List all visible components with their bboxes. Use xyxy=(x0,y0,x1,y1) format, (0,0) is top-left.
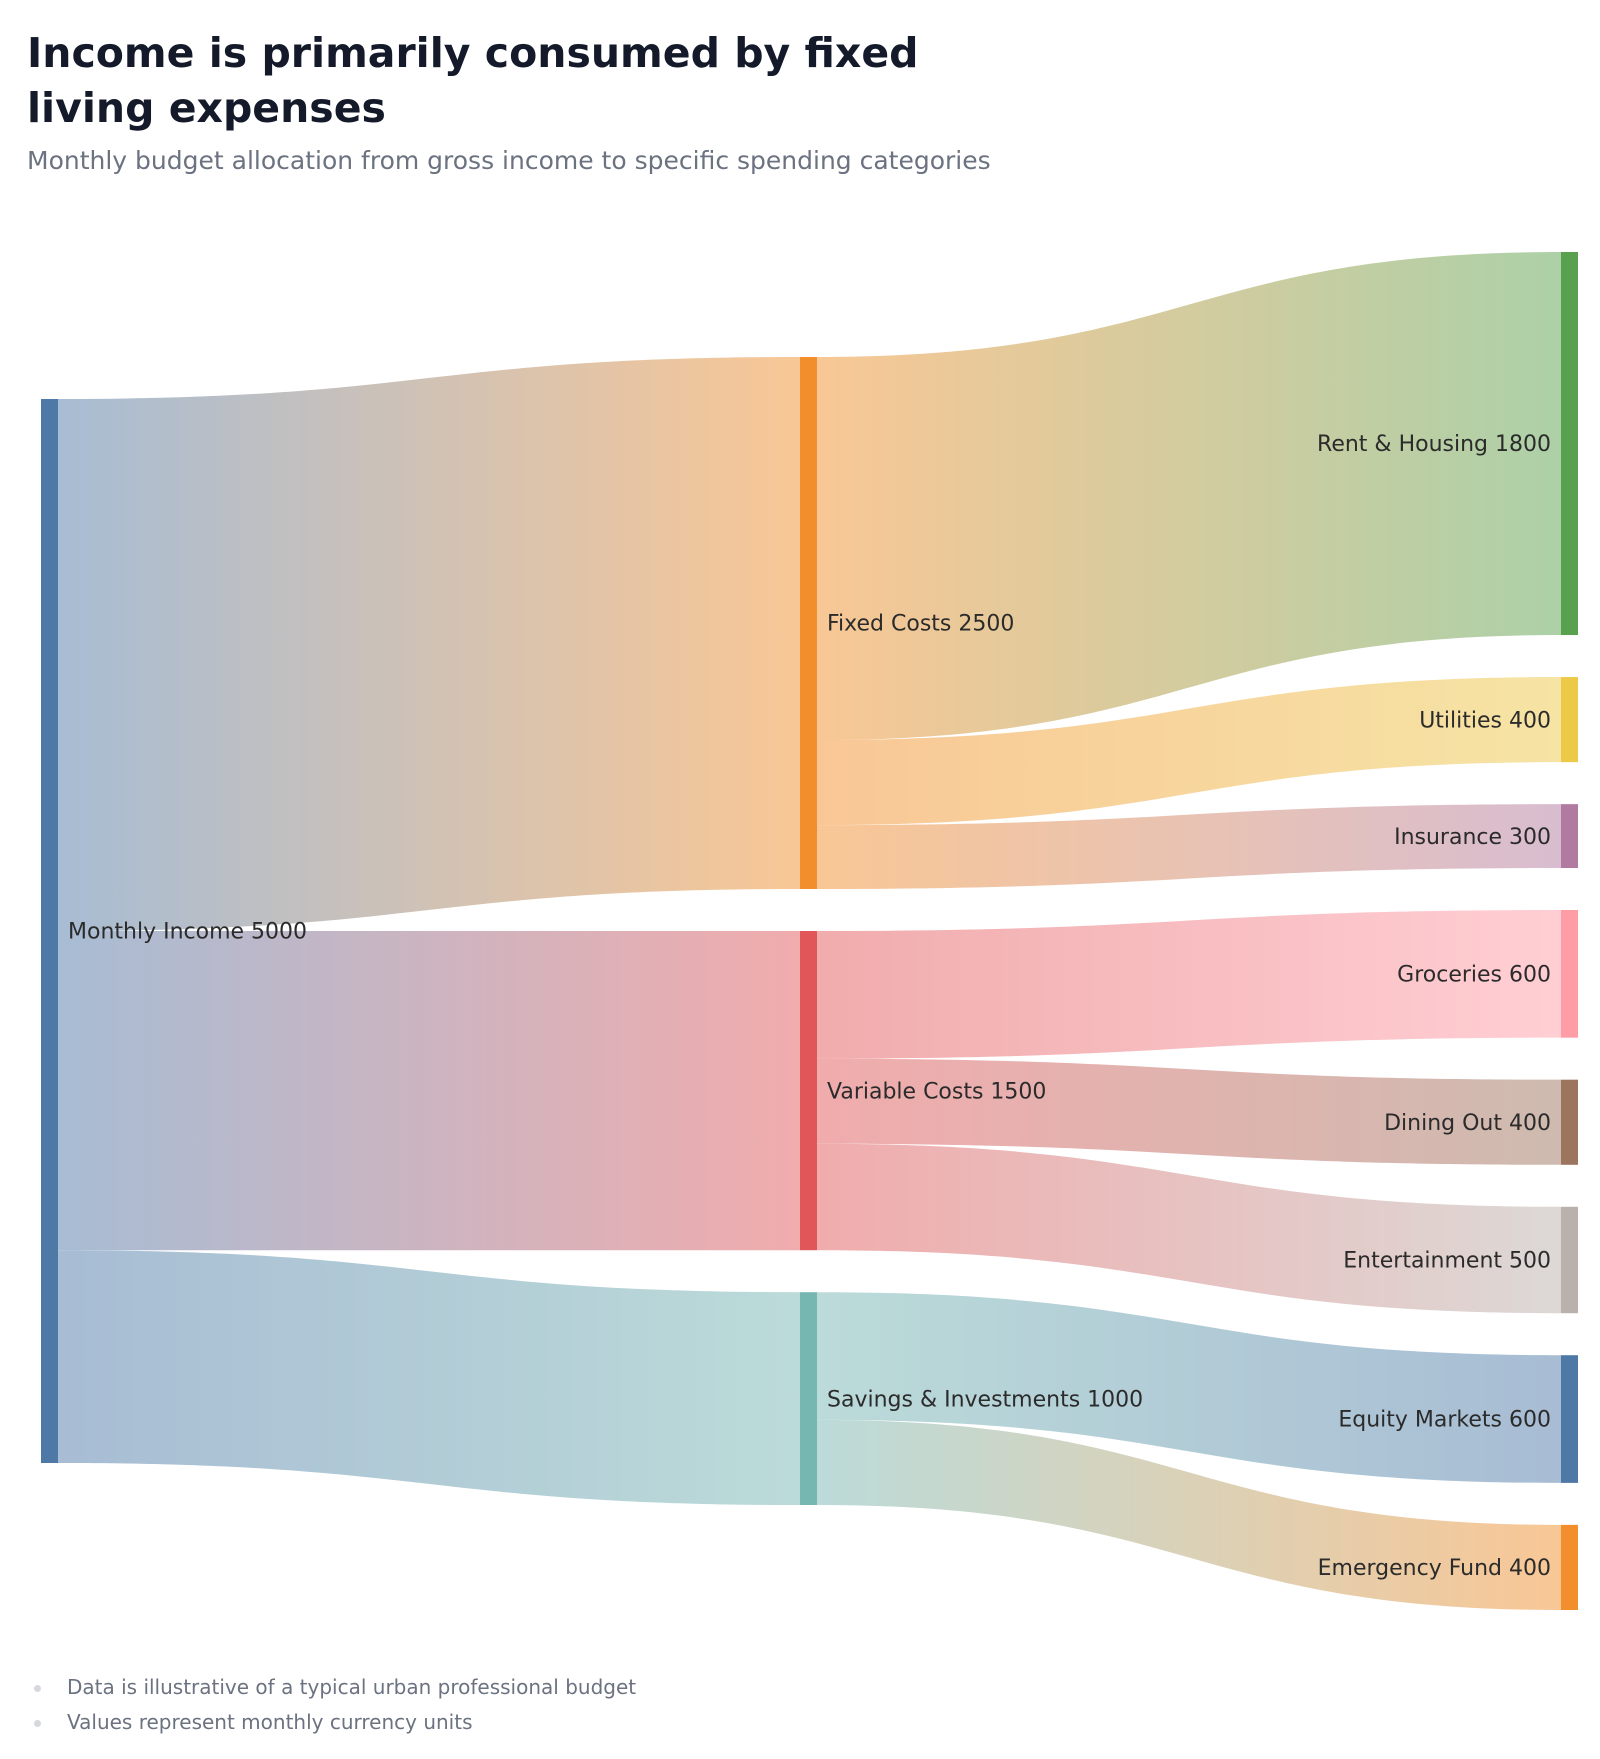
node-dining xyxy=(1561,1079,1578,1165)
node-income xyxy=(41,399,58,1463)
bullet-icon xyxy=(34,1720,41,1727)
link-variable-to-dining xyxy=(817,1058,1561,1165)
labels-layer: Monthly Income 5000 Fixed Costs 2500 Varia… xyxy=(68,432,1551,1581)
link-fixed-to-insurance xyxy=(817,804,1561,889)
footnotes: Data is illustrative of a typical urban … xyxy=(27,1670,636,1740)
node-label-savings: Savings & Investments 1000 xyxy=(827,1387,1143,1412)
link-variable-to-groceries xyxy=(817,910,1561,1059)
node-label-income: Monthly Income 5000 xyxy=(68,920,307,945)
node-label-entertainment: Entertainment 500 xyxy=(1343,1249,1551,1274)
footnote-item: Values represent monthly currency units xyxy=(27,1705,636,1740)
nodes-layer xyxy=(41,252,1578,1610)
node-fixed xyxy=(800,357,817,889)
chart-title: Income is primarily consumed by fixed li… xyxy=(27,29,919,132)
node-label-utilities: Utilities 400 xyxy=(1419,708,1551,733)
node-entertainment xyxy=(1561,1206,1578,1314)
link-savings-to-emergency xyxy=(817,1419,1561,1610)
node-variable xyxy=(800,931,817,1251)
footnote-text: Data is illustrative of a typical urban … xyxy=(67,1675,637,1699)
node-label-groceries: Groceries 600 xyxy=(1397,963,1551,988)
node-label-emergency: Emergency Fund 400 xyxy=(1318,1556,1551,1581)
node-label-variable: Variable Costs 1500 xyxy=(827,1079,1046,1104)
node-rent xyxy=(1561,252,1578,636)
sankey-chart: Monthly Income 5000 Fixed Costs 2500 Varia… xyxy=(41,252,1578,1610)
node-emergency xyxy=(1561,1524,1578,1610)
node-utilities xyxy=(1561,677,1578,763)
node-insurance xyxy=(1561,804,1578,868)
node-label-fixed: Fixed Costs 2500 xyxy=(827,612,1014,637)
node-groceries xyxy=(1561,910,1578,1038)
link-fixed-to-rent xyxy=(817,252,1561,741)
link-fixed-to-utilities xyxy=(817,677,1561,826)
node-label-rent: Rent & Housing 1800 xyxy=(1317,432,1551,457)
link-savings-to-equity xyxy=(817,1292,1561,1483)
bullet-icon xyxy=(34,1685,41,1692)
node-label-dining: Dining Out 400 xyxy=(1384,1111,1551,1136)
link-variable-to-entertainment xyxy=(817,1143,1561,1314)
link-income-to-variable xyxy=(58,931,800,1251)
link-income-to-fixed xyxy=(58,357,800,931)
node-equity xyxy=(1561,1355,1578,1483)
node-label-insurance: Insurance 300 xyxy=(1394,825,1551,850)
footnote-item: Data is illustrative of a typical urban … xyxy=(27,1670,636,1705)
link-income-to-savings xyxy=(58,1250,800,1505)
chart-subtitle: Monthly budget allocation from gross inc… xyxy=(27,146,991,175)
node-savings xyxy=(800,1292,817,1505)
footnote-text: Values represent monthly currency units xyxy=(67,1710,473,1734)
links-layer xyxy=(58,252,1561,1610)
node-label-equity: Equity Markets 600 xyxy=(1338,1408,1551,1433)
